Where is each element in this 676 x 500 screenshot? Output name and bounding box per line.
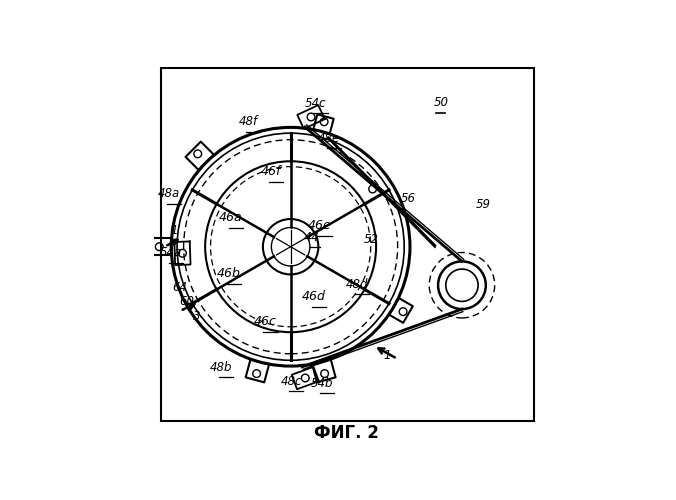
Text: 48a: 48a [158, 188, 180, 200]
Text: 56: 56 [401, 192, 416, 205]
Text: 3: 3 [193, 310, 200, 322]
Text: 44: 44 [304, 230, 320, 243]
Text: 46f: 46f [261, 165, 282, 178]
Text: 48f: 48f [239, 115, 258, 128]
Text: 46b: 46b [217, 267, 241, 280]
Text: 54b: 54b [311, 377, 333, 390]
Text: 1: 1 [170, 224, 178, 237]
Text: 48d: 48d [346, 278, 368, 290]
Text: 59: 59 [476, 198, 491, 211]
Text: 60: 60 [178, 296, 194, 308]
Text: 46a: 46a [219, 212, 243, 224]
Text: 54c: 54c [305, 96, 327, 110]
Text: 48c: 48c [281, 375, 302, 388]
Text: 52: 52 [364, 232, 379, 245]
Text: 46d: 46d [301, 290, 326, 304]
Text: 64: 64 [172, 280, 187, 293]
Text: ФИГ. 2: ФИГ. 2 [314, 424, 379, 442]
Text: 54a: 54a [160, 246, 182, 259]
Text: 46c: 46c [254, 316, 277, 328]
Text: 46e: 46e [308, 219, 331, 232]
Text: 1: 1 [383, 349, 391, 362]
Text: 48b: 48b [210, 360, 233, 374]
Text: 50: 50 [433, 96, 448, 109]
Text: 48e: 48e [318, 132, 340, 144]
